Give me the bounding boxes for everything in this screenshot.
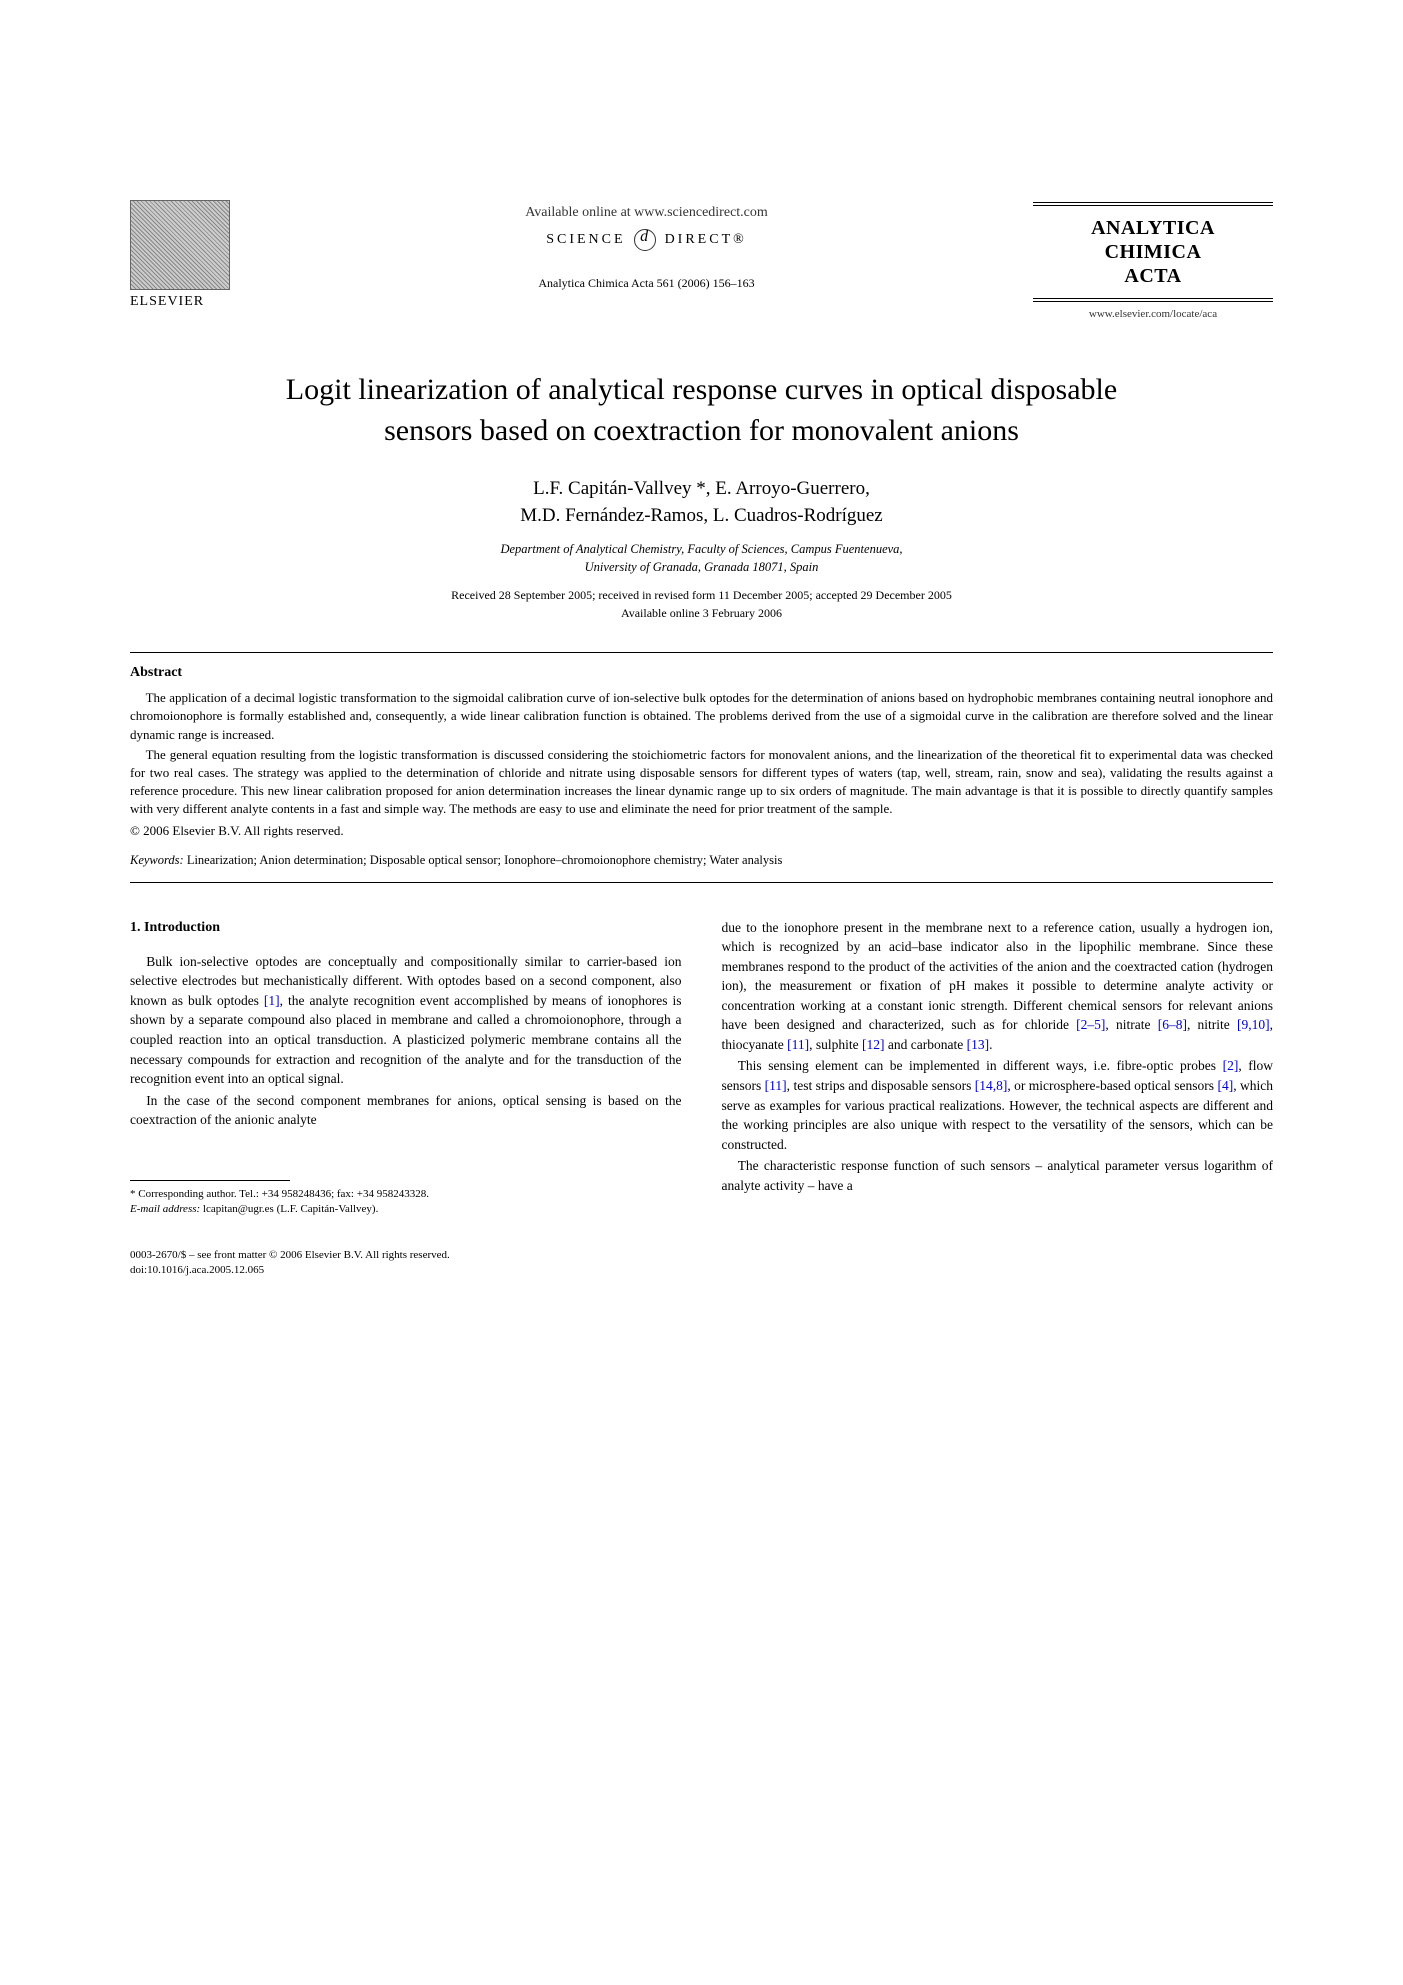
affiliation-line-1: Department of Analytical Chemistry, Facu… [500, 542, 902, 556]
cite-11b[interactable]: [11] [765, 1078, 787, 1093]
authors: L.F. Capitán-Vallvey *, E. Arroyo-Guerre… [130, 476, 1273, 529]
title-line-1: Logit linearization of analytical respon… [286, 373, 1117, 406]
footnote-separator [130, 1180, 290, 1181]
front-matter-line: 0003-2670/$ – see front matter © 2006 El… [130, 1248, 682, 1263]
article-title: Logit linearization of analytical respon… [190, 370, 1213, 451]
journal-url: www.elsevier.com/locate/aca [1033, 308, 1273, 320]
cite-1[interactable]: [1] [264, 993, 280, 1008]
dates-line-2: Available online 3 February 2006 [621, 606, 782, 620]
journal-box: ANALYTICA CHIMICA ACTA www.elsevier.com/… [1033, 200, 1273, 320]
title-line-2: sensors based on coextraction for monova… [384, 414, 1019, 447]
cite-9-10[interactable]: [9,10] [1237, 1017, 1270, 1032]
article-dates: Received 28 September 2005; received in … [130, 586, 1273, 622]
journal-name-l1: ANALYTICA [1091, 217, 1215, 239]
keywords: Keywords: Linearization; Anion determina… [130, 853, 1273, 868]
intro-p2: In the case of the second component memb… [130, 1091, 682, 1130]
footer-block: 0003-2670/$ – see front matter © 2006 El… [130, 1248, 682, 1279]
cite-12[interactable]: [12] [862, 1037, 885, 1052]
abstract-p2: The general equation resulting from the … [130, 746, 1273, 819]
cite-4[interactable]: [4] [1217, 1078, 1233, 1093]
journal-reference: Analytica Chimica Acta 561 (2006) 156–16… [260, 276, 1033, 291]
cite-14-8[interactable]: [14,8] [975, 1078, 1008, 1093]
intro-p1: Bulk ion-selective optodes are conceptua… [130, 952, 682, 1089]
page-header: ELSEVIER Available online at www.science… [130, 200, 1273, 320]
cite-11[interactable]: [11] [787, 1037, 809, 1052]
elsevier-logo-icon [130, 200, 230, 290]
doi-line: doi:10.1016/j.aca.2005.12.065 [130, 1263, 682, 1278]
sciencedirect-brand: SCIENCE DIRECT® [260, 229, 1033, 251]
sciencedirect-icon [634, 229, 656, 251]
journal-name-l2: CHIMICA [1105, 241, 1202, 263]
authors-line-2: M.D. Fernández-Ramos, L. Cuadros-Rodrígu… [520, 505, 883, 526]
body-columns: 1. Introduction Bulk ion-selective optod… [130, 918, 1273, 1279]
sd-right: DIRECT® [665, 232, 747, 247]
center-header: Available online at www.sciencedirect.co… [260, 200, 1033, 291]
rule-below-keywords [130, 882, 1273, 883]
keywords-text: Linearization; Anion determination; Disp… [184, 853, 783, 867]
abstract-body: The application of a decimal logistic tr… [130, 689, 1273, 838]
publisher-block: ELSEVIER [130, 200, 260, 310]
email-label: E-mail address: [130, 1203, 200, 1215]
journal-name-l3: ACTA [1124, 265, 1181, 287]
publisher-name: ELSEVIER [130, 294, 260, 310]
journal-name: ANALYTICA CHIMICA ACTA [1033, 208, 1273, 296]
cite-6-8[interactable]: [6–8] [1158, 1017, 1187, 1032]
intro-p3: due to the ionophore present in the memb… [722, 918, 1274, 1055]
column-right: due to the ionophore present in the memb… [722, 918, 1274, 1279]
intro-p4: This sensing element can be implemented … [722, 1056, 1274, 1154]
email-line: E-mail address: lcapitan@ugr.es (L.F. Ca… [130, 1202, 682, 1217]
keywords-label: Keywords: [130, 853, 184, 867]
cite-2-5[interactable]: [2–5] [1076, 1017, 1105, 1032]
abstract-heading: Abstract [130, 665, 1273, 681]
corresponding-author-note: * Corresponding author. Tel.: +34 958248… [130, 1187, 682, 1218]
available-online-text: Available online at www.sciencedirect.co… [260, 205, 1033, 221]
column-left: 1. Introduction Bulk ion-selective optod… [130, 918, 682, 1279]
affiliation-line-2: University of Granada, Granada 18071, Sp… [585, 560, 819, 574]
authors-line-1: L.F. Capitán-Vallvey *, E. Arroyo-Guerre… [533, 478, 870, 499]
cite-2[interactable]: [2] [1223, 1058, 1239, 1073]
rule-above-abstract [130, 652, 1273, 653]
cite-13[interactable]: [13] [967, 1037, 990, 1052]
abstract-p1: The application of a decimal logistic tr… [130, 689, 1273, 744]
section-1-heading: 1. Introduction [130, 918, 682, 938]
intro-p5: The characteristic response function of … [722, 1156, 1274, 1195]
dates-line-1: Received 28 September 2005; received in … [451, 588, 952, 602]
affiliation: Department of Analytical Chemistry, Facu… [130, 541, 1273, 576]
abstract-copyright: © 2006 Elsevier B.V. All rights reserved… [130, 823, 1273, 839]
sd-left: SCIENCE [546, 232, 625, 247]
corr-author-line: * Corresponding author. Tel.: +34 958248… [130, 1187, 682, 1202]
email-value: lcapitan@ugr.es (L.F. Capitán-Vallvey). [200, 1203, 378, 1215]
